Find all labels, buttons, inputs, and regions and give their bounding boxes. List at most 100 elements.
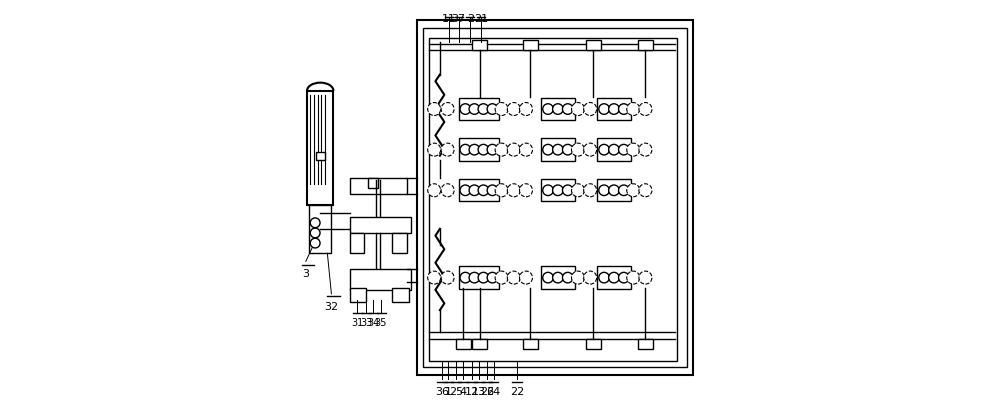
- Circle shape: [639, 103, 652, 115]
- Circle shape: [627, 143, 640, 156]
- Text: 4: 4: [459, 387, 467, 397]
- Bar: [597, 179, 631, 202]
- Bar: [459, 98, 499, 120]
- Bar: [541, 266, 575, 289]
- Text: 26: 26: [480, 387, 494, 397]
- Circle shape: [639, 143, 652, 156]
- Bar: [350, 288, 366, 302]
- Circle shape: [441, 271, 454, 284]
- Circle shape: [469, 104, 480, 115]
- Circle shape: [478, 104, 489, 115]
- Circle shape: [495, 271, 508, 284]
- Circle shape: [310, 228, 320, 238]
- Circle shape: [507, 103, 520, 115]
- Circle shape: [428, 143, 441, 156]
- Circle shape: [487, 104, 498, 115]
- Bar: [429, 38, 677, 361]
- Text: 2: 2: [467, 13, 474, 24]
- Bar: [350, 217, 411, 233]
- Circle shape: [562, 104, 573, 115]
- Circle shape: [441, 143, 454, 156]
- Circle shape: [639, 271, 652, 284]
- Bar: [392, 288, 409, 302]
- Circle shape: [627, 271, 640, 284]
- Circle shape: [487, 185, 498, 196]
- Circle shape: [495, 103, 508, 115]
- Circle shape: [487, 144, 498, 155]
- Circle shape: [619, 104, 629, 115]
- Circle shape: [460, 104, 471, 115]
- Text: 35: 35: [375, 318, 387, 328]
- Circle shape: [609, 272, 619, 283]
- Circle shape: [460, 185, 471, 196]
- Circle shape: [553, 272, 563, 283]
- Circle shape: [519, 143, 532, 156]
- Circle shape: [310, 238, 320, 248]
- Circle shape: [553, 144, 563, 155]
- Bar: [541, 179, 575, 202]
- Circle shape: [441, 103, 454, 115]
- Bar: [392, 233, 407, 253]
- Circle shape: [562, 185, 573, 196]
- Bar: [368, 178, 378, 188]
- Circle shape: [478, 272, 489, 283]
- Bar: [307, 91, 333, 204]
- Circle shape: [478, 185, 489, 196]
- Text: 13: 13: [472, 387, 486, 397]
- Text: 11: 11: [442, 13, 456, 24]
- Text: 36: 36: [435, 387, 449, 397]
- Bar: [417, 20, 693, 375]
- Circle shape: [543, 185, 553, 196]
- Circle shape: [543, 144, 553, 155]
- Circle shape: [609, 104, 619, 115]
- Circle shape: [519, 184, 532, 197]
- Circle shape: [562, 144, 573, 155]
- Bar: [459, 139, 499, 161]
- Bar: [638, 40, 653, 50]
- Circle shape: [639, 184, 652, 197]
- Text: 21: 21: [474, 13, 488, 24]
- Circle shape: [428, 103, 441, 115]
- Circle shape: [469, 185, 480, 196]
- Bar: [523, 339, 538, 349]
- Text: 31: 31: [351, 318, 363, 328]
- Circle shape: [584, 103, 597, 115]
- Bar: [350, 233, 364, 253]
- Bar: [472, 40, 487, 50]
- Text: 3: 3: [302, 270, 309, 279]
- Bar: [459, 179, 499, 202]
- Circle shape: [627, 103, 640, 115]
- Circle shape: [619, 144, 629, 155]
- Circle shape: [562, 272, 573, 283]
- Circle shape: [543, 104, 553, 115]
- Text: 34: 34: [367, 318, 379, 328]
- Text: 22: 22: [510, 387, 524, 397]
- Circle shape: [428, 184, 441, 197]
- Circle shape: [495, 184, 508, 197]
- Circle shape: [599, 104, 609, 115]
- Bar: [309, 204, 331, 253]
- Text: 32: 32: [324, 302, 338, 312]
- Circle shape: [584, 143, 597, 156]
- Circle shape: [571, 103, 584, 115]
- Circle shape: [599, 185, 609, 196]
- Bar: [456, 339, 471, 349]
- Bar: [541, 98, 575, 120]
- Circle shape: [553, 104, 563, 115]
- Bar: [597, 98, 631, 120]
- Bar: [459, 266, 499, 289]
- Circle shape: [478, 144, 489, 155]
- Bar: [350, 178, 407, 194]
- Bar: [423, 28, 687, 367]
- Circle shape: [609, 185, 619, 196]
- Circle shape: [599, 272, 609, 283]
- Bar: [523, 40, 538, 50]
- Circle shape: [584, 271, 597, 284]
- Bar: [541, 139, 575, 161]
- Circle shape: [519, 271, 532, 284]
- Bar: [586, 339, 601, 349]
- Circle shape: [310, 218, 320, 228]
- Circle shape: [571, 184, 584, 197]
- Text: 37: 37: [452, 13, 466, 24]
- Bar: [316, 152, 325, 160]
